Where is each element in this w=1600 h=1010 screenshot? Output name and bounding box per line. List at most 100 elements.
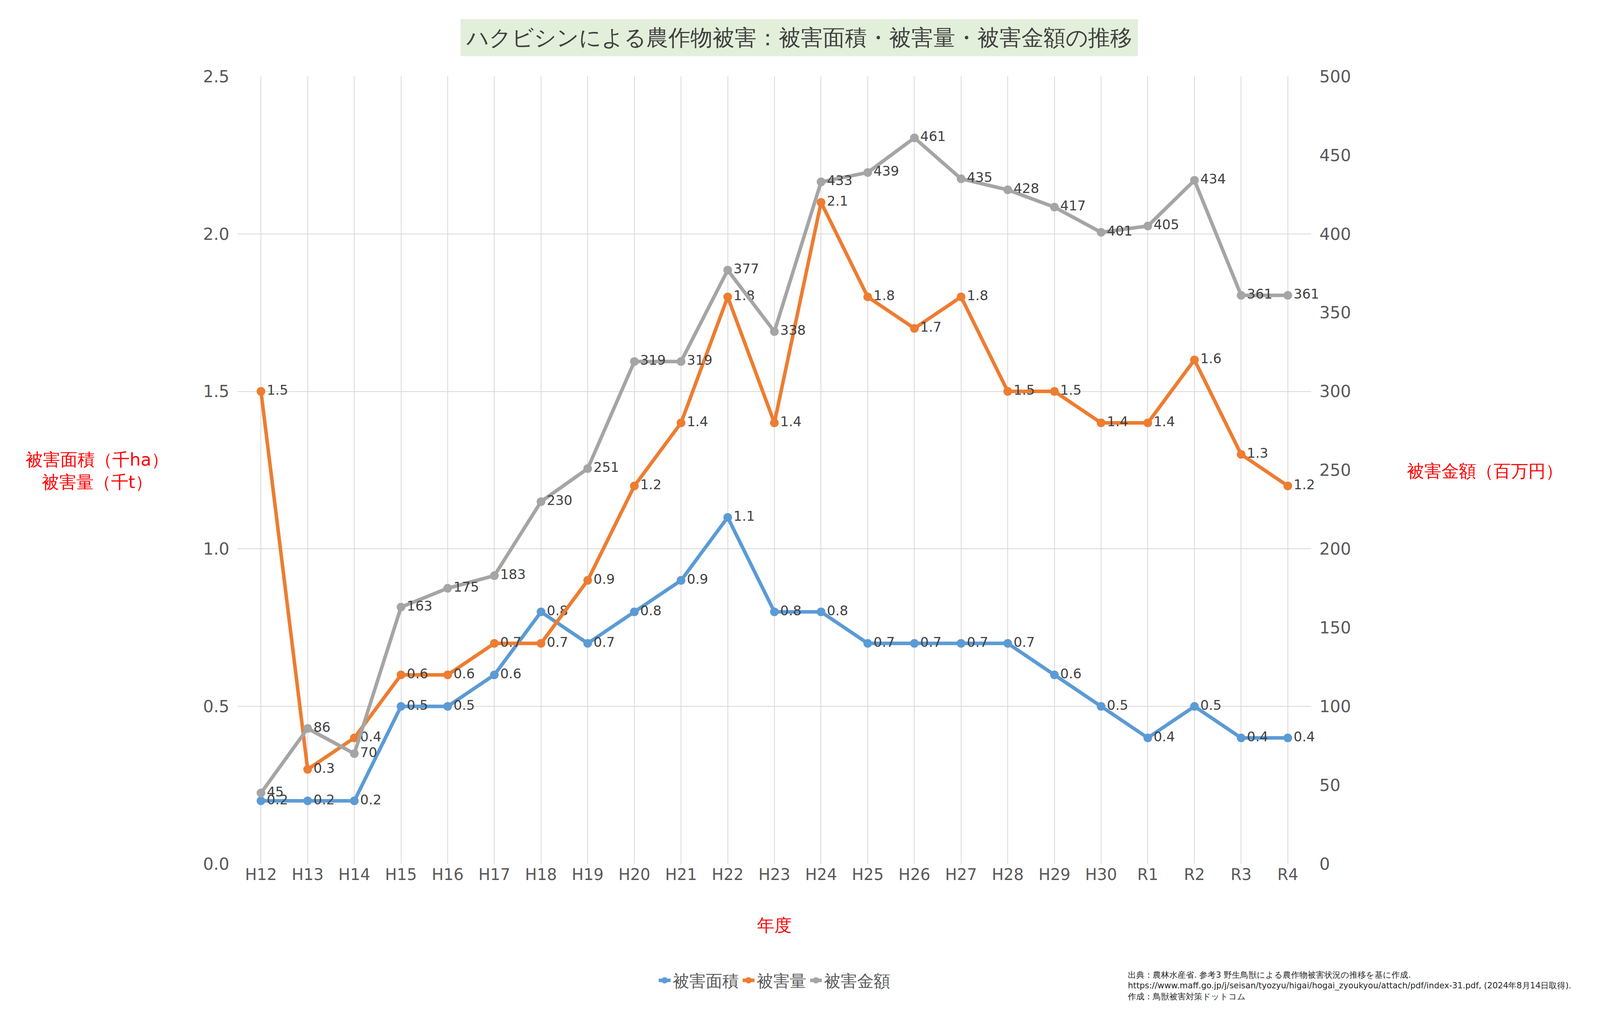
svg-text:45: 45 [266, 784, 284, 800]
svg-text:300: 300 [1319, 381, 1351, 402]
svg-text:0.8: 0.8 [826, 602, 849, 619]
svg-text:被害金額: 被害金額 [824, 971, 891, 992]
svg-text:2.5: 2.5 [202, 66, 230, 87]
svg-text:年度: 年度 [757, 915, 792, 936]
svg-text:1.4: 1.4 [780, 413, 802, 430]
svg-text:0.4: 0.4 [1293, 729, 1316, 745]
svg-text:433: 433 [826, 172, 853, 189]
svg-text:183: 183 [500, 566, 526, 583]
svg-text:0.7: 0.7 [593, 634, 615, 651]
svg-text:1.5: 1.5 [202, 381, 230, 402]
svg-text:0.7: 0.7 [966, 634, 988, 651]
svg-text:H17: H17 [478, 865, 511, 884]
svg-text:被害面積（千ha）被害量（千t）: 被害面積（千ha）被害量（千t） [25, 449, 169, 493]
svg-text:1.8: 1.8 [966, 287, 988, 304]
svg-text:0.7: 0.7 [500, 634, 522, 651]
svg-text:0.5: 0.5 [1200, 697, 1222, 714]
svg-text:0.2: 0.2 [313, 792, 335, 808]
svg-text:0.4: 0.4 [360, 729, 382, 745]
svg-text:0.9: 0.9 [686, 571, 709, 588]
svg-text:1.2: 1.2 [1293, 476, 1316, 493]
svg-text:ハクビシンによる農作物被害：被害面積・被害量・被害金額の推移: ハクビシンによる農作物被害：被害面積・被害量・被害金額の推移 [466, 24, 1133, 51]
svg-text:500: 500 [1319, 66, 1351, 87]
svg-text:H19: H19 [571, 865, 604, 884]
svg-text:461: 461 [920, 128, 946, 145]
svg-text:1.1: 1.1 [733, 508, 755, 525]
svg-text:0.6: 0.6 [406, 666, 428, 682]
svg-text:319: 319 [686, 352, 713, 369]
svg-text:1.0: 1.0 [202, 539, 230, 559]
svg-text:被害面積: 被害面積 [672, 971, 739, 992]
svg-text:R1: R1 [1137, 865, 1159, 884]
svg-text:H15: H15 [385, 865, 417, 884]
svg-text:1.7: 1.7 [920, 319, 942, 335]
svg-text:377: 377 [733, 260, 760, 277]
svg-text:H24: H24 [805, 865, 838, 884]
svg-text:361: 361 [1246, 286, 1273, 302]
svg-text:0.5: 0.5 [453, 697, 475, 714]
svg-text:2.0: 2.0 [202, 224, 230, 244]
svg-text:1.4: 1.4 [1153, 413, 1175, 430]
svg-text:0.8: 0.8 [780, 602, 802, 619]
svg-text:417: 417 [1060, 197, 1086, 214]
svg-text:0.3: 0.3 [313, 760, 335, 777]
svg-text:405: 405 [1153, 216, 1180, 233]
svg-text:1.2: 1.2 [640, 476, 662, 493]
svg-text:0.5: 0.5 [1106, 697, 1129, 714]
svg-text:出典：農林水産省. 参考3 野生鳥獣による農作物被害状況の推: 出典：農林水産省. 参考3 野生鳥獣による農作物被害状況の推移を基に作成.htt… [1127, 970, 1572, 1002]
svg-text:434: 434 [1200, 171, 1227, 187]
svg-text:1.4: 1.4 [1106, 413, 1129, 430]
svg-text:100: 100 [1319, 697, 1351, 717]
svg-text:0.9: 0.9 [593, 571, 615, 588]
svg-text:175: 175 [453, 579, 480, 596]
svg-text:1.8: 1.8 [733, 287, 755, 304]
svg-text:1.5: 1.5 [1060, 382, 1082, 399]
svg-text:361: 361 [1293, 286, 1320, 302]
svg-text:0: 0 [1319, 854, 1331, 875]
svg-text:H27: H27 [945, 865, 977, 884]
svg-text:1.3: 1.3 [1246, 445, 1269, 462]
svg-text:50: 50 [1319, 775, 1341, 796]
svg-text:0.4: 0.4 [1246, 729, 1269, 745]
svg-text:1.4: 1.4 [686, 413, 709, 430]
svg-text:0.4: 0.4 [1153, 729, 1175, 745]
svg-text:0.6: 0.6 [1060, 666, 1082, 682]
svg-text:250: 250 [1319, 460, 1351, 480]
svg-text:H30: H30 [1085, 865, 1118, 884]
svg-text:70: 70 [360, 744, 378, 761]
svg-text:H29: H29 [1038, 865, 1071, 884]
svg-text:0.5: 0.5 [202, 697, 230, 717]
svg-text:230: 230 [546, 492, 573, 509]
svg-text:163: 163 [406, 598, 433, 614]
svg-text:H16: H16 [431, 865, 464, 884]
svg-text:1.8: 1.8 [873, 287, 895, 304]
svg-text:R4: R4 [1277, 865, 1299, 884]
svg-text:0.2: 0.2 [266, 792, 289, 808]
svg-text:H21: H21 [665, 865, 698, 884]
svg-text:0.7: 0.7 [1013, 634, 1035, 651]
svg-text:0.7: 0.7 [873, 634, 895, 651]
svg-text:0.7: 0.7 [546, 634, 569, 651]
svg-text:R3: R3 [1230, 865, 1252, 884]
svg-text:R2: R2 [1183, 865, 1205, 884]
svg-text:H26: H26 [898, 865, 931, 884]
svg-text:400: 400 [1319, 224, 1351, 244]
svg-text:439: 439 [873, 163, 900, 179]
svg-text:0.0: 0.0 [202, 854, 230, 875]
svg-text:338: 338 [780, 322, 806, 339]
svg-text:0.6: 0.6 [500, 666, 522, 682]
svg-text:H13: H13 [291, 865, 324, 884]
svg-text:1.5: 1.5 [1013, 382, 1035, 399]
svg-text:435: 435 [966, 169, 993, 186]
svg-text:1.6: 1.6 [1200, 350, 1222, 367]
svg-text:200: 200 [1319, 539, 1351, 559]
svg-text:H20: H20 [618, 865, 651, 884]
svg-text:H23: H23 [758, 865, 791, 884]
svg-text:0.7: 0.7 [920, 634, 942, 651]
svg-text:被害金額（百万円）: 被害金額（百万円） [1406, 461, 1563, 482]
svg-text:0.6: 0.6 [453, 666, 475, 682]
svg-text:86: 86 [313, 719, 331, 736]
svg-text:251: 251 [593, 459, 620, 476]
svg-text:450: 450 [1319, 145, 1351, 166]
svg-text:H14: H14 [338, 865, 371, 884]
